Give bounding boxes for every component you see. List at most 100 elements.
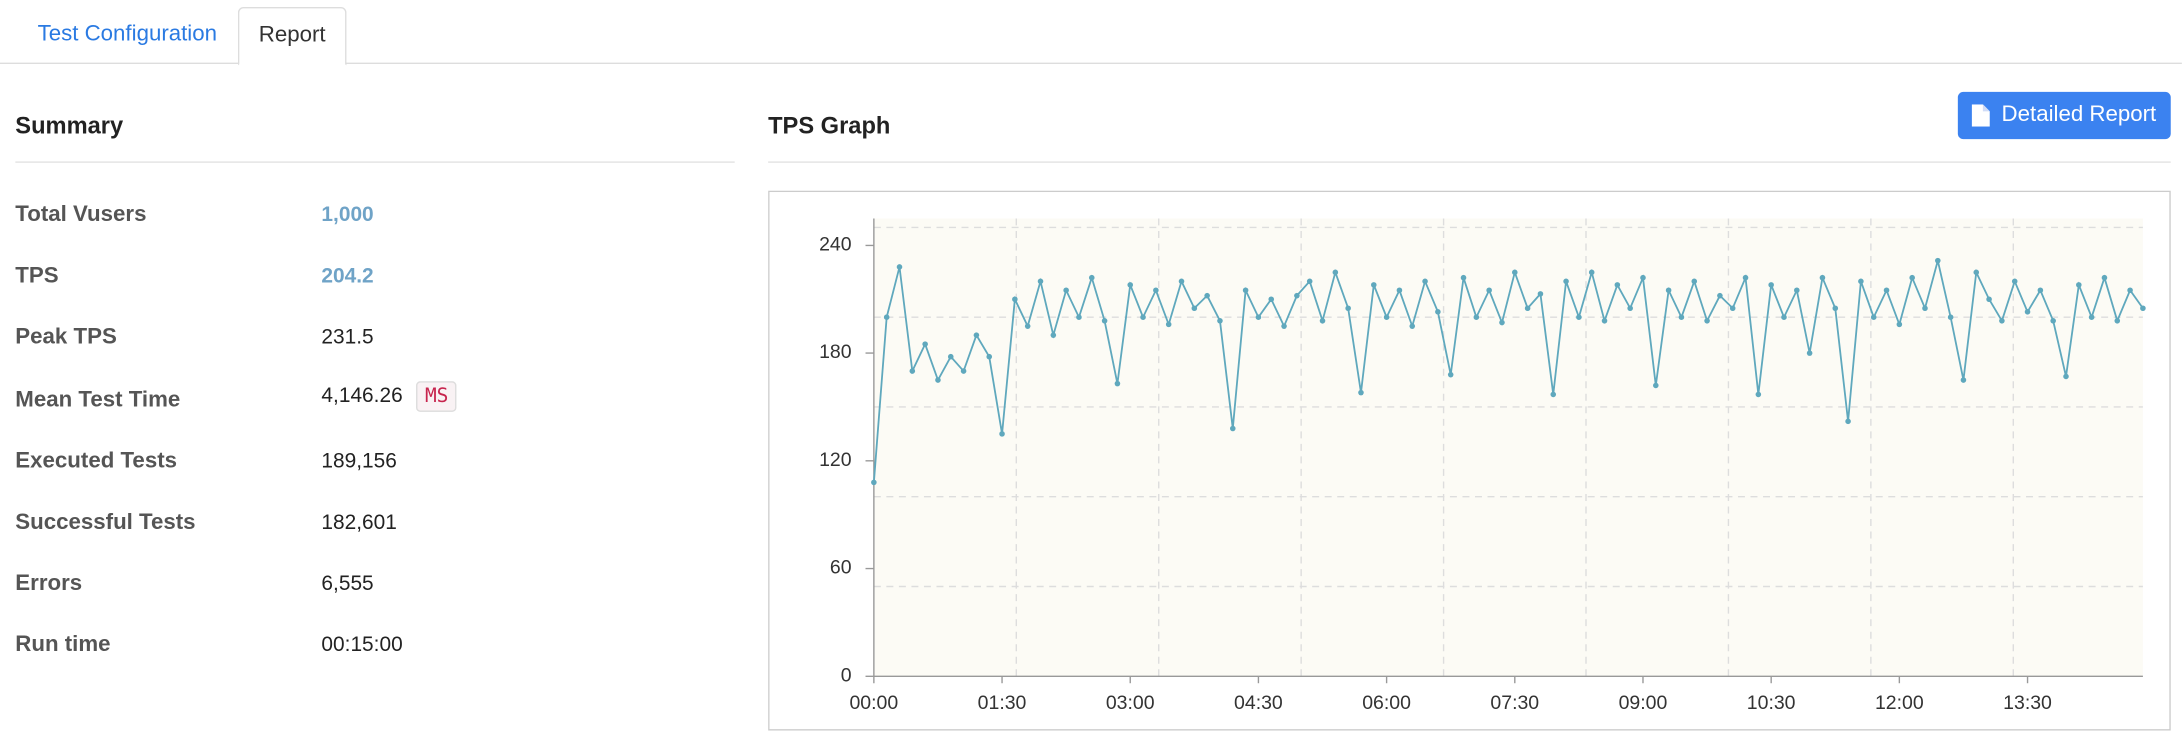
tps-point — [1332, 269, 1339, 276]
tps-point — [1050, 332, 1057, 338]
tps-point — [1986, 296, 1992, 303]
tps-point — [1883, 287, 1890, 294]
tps-point — [2114, 318, 2121, 324]
tps-point — [1383, 314, 1390, 320]
tps-point — [986, 353, 993, 360]
detailed-report-button[interactable]: Detailed Report — [1957, 91, 2171, 140]
tps-point — [1114, 380, 1121, 387]
tps-point — [1435, 309, 1441, 315]
tps-point — [1665, 287, 1672, 294]
unit-badge: MS — [416, 380, 457, 412]
tps-point — [1678, 314, 1685, 320]
tps-point — [1204, 292, 1210, 299]
row-value: 204.2 — [321, 265, 373, 289]
tps-point — [1294, 292, 1300, 299]
tps-point — [1140, 314, 1146, 320]
tps-point — [1460, 274, 1467, 281]
tps-point — [1165, 321, 1172, 328]
tps-point — [1947, 314, 1954, 320]
tps-chart: 0 60 120 180 240 00:00 01:30 03:00 04:30 06:00 07:… — [768, 190, 2171, 731]
x-tick-label: 06:00 — [1362, 692, 1411, 714]
tps-point — [1345, 305, 1351, 312]
tps-point — [1768, 282, 1774, 288]
value-text: 182,601 — [321, 510, 397, 535]
tps-point — [922, 341, 928, 347]
value-text: 4,146.26 — [321, 383, 403, 408]
row-label: TPS — [15, 264, 59, 289]
x-tick-label: 00:00 — [849, 692, 898, 714]
tps-point — [1024, 323, 1031, 329]
tps-point — [1306, 278, 1313, 285]
tps-point — [1127, 282, 1134, 288]
tps-point — [1524, 305, 1531, 312]
row-label: Total Vusers — [15, 203, 147, 227]
row-label: Successful Tests — [15, 510, 196, 535]
tps-point — [1063, 287, 1069, 294]
tps-point — [1922, 305, 1928, 312]
tps-point — [1973, 269, 1980, 276]
tps-point — [1371, 282, 1377, 288]
plot-area — [873, 218, 2143, 677]
x-tick-label: 03:00 — [1106, 692, 1155, 714]
tps-point — [1755, 391, 1762, 398]
tps-point — [1794, 287, 1800, 294]
tps-point — [1473, 314, 1480, 320]
tps-point — [1550, 391, 1557, 398]
row-value: 00:15:00 — [321, 634, 402, 658]
tps-point — [1960, 377, 1967, 383]
x-tick-label: 07:30 — [1490, 692, 1539, 714]
tps-point — [1242, 287, 1249, 294]
tps-point — [1088, 274, 1095, 281]
value-text: 231.5 — [321, 326, 374, 350]
tps-point — [1076, 314, 1082, 320]
tps-point — [1230, 425, 1236, 432]
tps-point — [2127, 287, 2133, 294]
file-icon — [1972, 104, 1991, 127]
y-tick-label: 240 — [819, 234, 852, 256]
tab-active[interactable]: Report — [237, 6, 347, 66]
tps-point — [1319, 318, 1326, 324]
tps-point — [2140, 305, 2146, 312]
tps-point — [896, 264, 903, 270]
row-value: 4,146.26 MS — [321, 380, 457, 412]
value-text: 204.2 — [321, 264, 374, 289]
tps-point — [1422, 278, 1428, 285]
tps-point — [1845, 418, 1851, 425]
value-text: 6,555 — [321, 572, 374, 596]
tps-point — [1832, 305, 1839, 312]
tps-point — [2063, 373, 2069, 380]
tps-point — [1101, 318, 1108, 324]
tab[interactable]: Test Configuration — [37, 22, 218, 46]
row-label: Run time — [15, 633, 111, 658]
tps-point — [1999, 318, 2005, 324]
tps-point — [1819, 274, 1826, 281]
tps-point — [1486, 287, 1492, 294]
tps-point — [2011, 278, 2018, 285]
x-tick-label: 01:30 — [978, 692, 1027, 714]
row-value: 231.5 — [321, 326, 373, 350]
tps-point — [1691, 278, 1698, 285]
graph-title: TPS Graph — [768, 112, 891, 140]
tps-point — [1781, 314, 1787, 320]
tps-point — [1358, 389, 1364, 396]
row-label: Errors — [15, 572, 83, 596]
summary-title: Summary — [15, 112, 124, 140]
tps-point — [1896, 321, 1903, 328]
row-label: Peak TPS — [15, 326, 117, 350]
tps-point — [1614, 282, 1621, 288]
row-value: 1,000 — [321, 203, 373, 227]
button-label[interactable]: Detailed Report — [2001, 102, 2157, 127]
y-tick-label: 60 — [830, 557, 852, 579]
value-text: 1,000 — [321, 203, 374, 227]
tps-point — [1704, 318, 1710, 324]
divider — [768, 161, 2171, 163]
tps-point — [973, 332, 980, 338]
tps-point — [1935, 257, 1941, 264]
tps-point — [1255, 314, 1262, 320]
tps-point — [947, 353, 954, 360]
tps-point — [1576, 314, 1582, 320]
tps-point — [960, 368, 967, 374]
tps-point — [1653, 382, 1659, 389]
x-tick-label: 04:30 — [1234, 692, 1283, 714]
y-tick-label: 120 — [819, 449, 852, 471]
